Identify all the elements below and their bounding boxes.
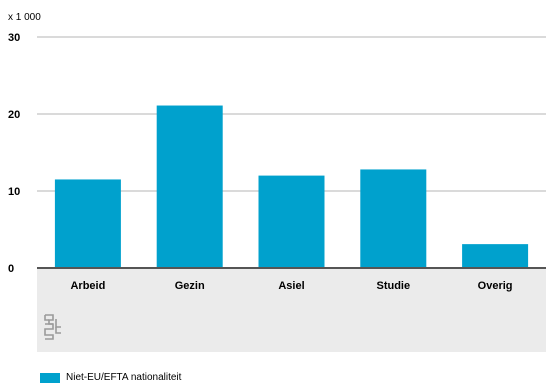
x-axis-ticks: Arbeid Gezin Asiel Studie Overig: [70, 280, 512, 292]
y-tick-label: 0: [8, 263, 14, 275]
bar-studie: [360, 169, 427, 268]
legend-swatch: [40, 372, 60, 383]
bar-arbeid: [54, 179, 121, 268]
x-tick-label: Arbeid: [70, 280, 105, 292]
x-tick-label: Overig: [478, 280, 513, 292]
y-axis-ticks: 0 10 20 30: [8, 32, 20, 275]
y-unit-label: x 1 000: [8, 12, 41, 23]
x-tick-label: Asiel: [278, 280, 304, 292]
x-tick-label: Gezin: [175, 280, 205, 292]
y-tick-label: 30: [8, 32, 20, 44]
cbs-logo: [44, 314, 61, 340]
y-tick-label: 10: [8, 186, 20, 198]
bar-asiel: [258, 175, 325, 268]
y-tick-label: 20: [8, 109, 20, 121]
x-axis-band: [37, 268, 546, 352]
x-tick-label: Studie: [376, 280, 410, 292]
gridlines: [37, 36, 546, 192]
legend: Niet-EU/EFTA nationaliteit: [40, 372, 181, 383]
legend-label: Niet-EU/EFTA nationaliteit: [66, 372, 182, 383]
bars: [54, 105, 529, 268]
bar-overig: [462, 244, 529, 268]
bar-gezin: [156, 105, 223, 268]
